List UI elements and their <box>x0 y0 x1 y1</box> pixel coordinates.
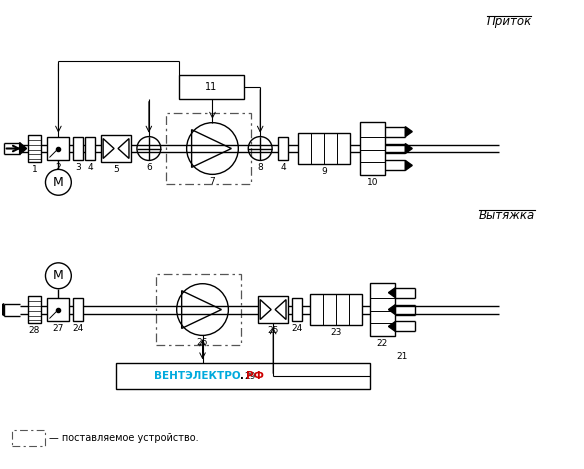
Text: 22: 22 <box>377 339 388 348</box>
Text: 3: 3 <box>75 163 81 172</box>
Text: 2: 2 <box>55 163 61 172</box>
Polygon shape <box>388 304 395 315</box>
Text: 28: 28 <box>29 326 40 335</box>
Text: 27: 27 <box>53 324 64 333</box>
Text: 23: 23 <box>330 328 342 337</box>
Text: .: . <box>240 371 244 381</box>
Bar <box>370 283 395 336</box>
Bar <box>292 298 302 321</box>
Polygon shape <box>405 144 412 153</box>
Text: 24: 24 <box>291 324 303 333</box>
Bar <box>27 135 41 162</box>
Bar <box>101 135 131 162</box>
Text: Вытяжка: Вытяжка <box>479 209 535 222</box>
Text: 29: 29 <box>245 371 256 381</box>
Bar <box>179 75 244 99</box>
Text: 25: 25 <box>267 326 279 335</box>
Bar <box>116 363 370 389</box>
Text: 5: 5 <box>113 165 119 174</box>
Text: 26: 26 <box>197 338 208 347</box>
Bar <box>47 298 69 321</box>
Text: 21: 21 <box>397 352 408 361</box>
Polygon shape <box>405 127 412 136</box>
Bar <box>310 294 361 325</box>
Polygon shape <box>388 321 395 332</box>
Bar <box>85 136 95 160</box>
Text: M: M <box>53 176 64 189</box>
Bar <box>278 136 288 160</box>
Bar <box>298 133 350 165</box>
Text: 9: 9 <box>321 167 326 176</box>
Text: 10: 10 <box>367 178 378 187</box>
Text: 24: 24 <box>72 324 84 333</box>
Text: Приток: Приток <box>487 15 532 28</box>
Polygon shape <box>20 143 27 154</box>
Text: ВЕНТЭЛЕКТРО: ВЕНТЭЛЕКТРО <box>154 371 240 381</box>
Bar <box>27 295 41 324</box>
Text: 1: 1 <box>32 165 37 174</box>
Text: 4: 4 <box>88 163 93 172</box>
Bar <box>166 113 251 184</box>
Bar <box>258 295 288 324</box>
Bar <box>74 298 84 321</box>
Bar <box>156 274 241 345</box>
Text: 7: 7 <box>210 177 215 186</box>
Polygon shape <box>405 160 412 170</box>
Text: M: M <box>53 269 64 282</box>
Text: 6: 6 <box>146 163 152 172</box>
Bar <box>47 136 69 160</box>
Text: РФ: РФ <box>246 371 264 381</box>
Bar <box>12 430 46 446</box>
Bar <box>360 121 385 175</box>
Text: 4: 4 <box>280 163 286 172</box>
Polygon shape <box>0 303 4 316</box>
Polygon shape <box>388 287 395 298</box>
Text: 8: 8 <box>258 163 263 172</box>
Text: 11: 11 <box>206 82 218 92</box>
Text: — поставляемое устройство.: — поставляемое устройство. <box>50 433 199 443</box>
Bar <box>74 136 84 160</box>
